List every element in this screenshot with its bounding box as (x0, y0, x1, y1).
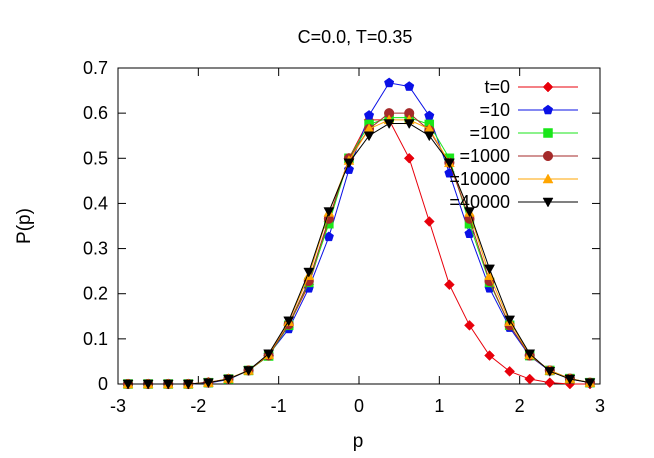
data-point (142, 379, 154, 390)
data-point (323, 207, 335, 218)
data-point (363, 110, 375, 120)
data-point (444, 279, 455, 291)
data-point (383, 119, 395, 130)
y-axis-title: P(p) (14, 208, 35, 244)
data-point (423, 131, 435, 142)
y-tick-label: 0.3 (83, 239, 108, 259)
series-line (128, 123, 591, 385)
x-tick-label: 2 (515, 396, 525, 416)
legend-entry: t=0 (484, 77, 578, 97)
data-point (162, 379, 174, 390)
x-tick-label: -1 (271, 396, 287, 416)
data-point (504, 366, 515, 377)
y-tick-label: 0 (98, 374, 108, 394)
data-point (564, 374, 576, 385)
legend-swatch-marker (542, 173, 554, 184)
legend-label: t=0 (484, 77, 510, 97)
legend-swatch-marker (542, 197, 554, 208)
y-tick-label: 0.5 (83, 148, 108, 168)
data-point (122, 379, 134, 390)
data-point (464, 319, 475, 331)
data-point (443, 158, 455, 169)
plot-frame (117, 67, 601, 385)
data-point (403, 119, 415, 130)
data-point (544, 377, 556, 388)
legend-label: =100 (469, 123, 510, 143)
data-point (384, 77, 395, 88)
legend-entry: =10 (479, 100, 578, 120)
data-point (464, 207, 475, 218)
data-point (504, 315, 516, 326)
data-point (484, 350, 495, 361)
data-point (363, 131, 375, 142)
series-line (128, 119, 590, 385)
legend-label: =40000 (449, 192, 510, 212)
legend-label: =1000 (459, 146, 510, 166)
data-point (243, 366, 254, 376)
x-axis-title: p (353, 431, 364, 452)
legend: t=0 =10 =100 =1000 =10000 =40000 (449, 77, 578, 212)
data-point (343, 158, 355, 169)
y-tick-label: 0.6 (83, 103, 108, 123)
data-point (524, 373, 536, 385)
legend-swatch-marker (542, 150, 554, 162)
data-point (544, 367, 556, 377)
series-3 (122, 108, 596, 390)
data-point (423, 216, 435, 227)
series-5 (122, 119, 596, 390)
data-point (263, 349, 275, 360)
data-point (484, 264, 495, 275)
y-tick-label: 0.4 (83, 193, 108, 213)
legend-swatch-marker (542, 104, 554, 115)
legend-swatch-marker (543, 128, 553, 138)
data-point (403, 152, 415, 164)
legend-entry: =100 (469, 123, 578, 143)
legend-entry: =10000 (449, 169, 578, 189)
data-point (202, 378, 214, 389)
series-line (128, 119, 591, 385)
x-tick-label: -2 (190, 396, 206, 416)
data-point (424, 110, 435, 121)
x-tick-label: 1 (434, 396, 444, 416)
data-point (584, 378, 596, 389)
x-tick-label: 0 (354, 396, 364, 416)
data-point (223, 374, 234, 385)
data-point (303, 267, 315, 278)
legend-entry: =40000 (449, 192, 578, 212)
y-tick-label: 0.7 (83, 58, 108, 78)
legend-label: =10 (479, 100, 510, 120)
data-point (283, 316, 295, 327)
series-1 (122, 77, 596, 389)
plot-area: -3 -2 -1 0 1 2 3 0 0.1 0.2 0.3 0.4 0.5 0.6 0.7 (83, 58, 605, 416)
legend-entry: =1000 (459, 146, 578, 166)
y-tick-label: 0.1 (83, 329, 108, 349)
data-point (404, 81, 415, 91)
data-point (524, 349, 536, 360)
data-point (182, 379, 194, 390)
legend-swatch-marker (542, 81, 554, 93)
legend-label: =10000 (449, 169, 510, 189)
chart-title: C=0.0, T=0.35 (298, 27, 413, 47)
x-tick-label: 3 (595, 396, 605, 416)
y-tick-label: 0.2 (83, 284, 108, 304)
x-tick-label: -3 (110, 396, 126, 416)
